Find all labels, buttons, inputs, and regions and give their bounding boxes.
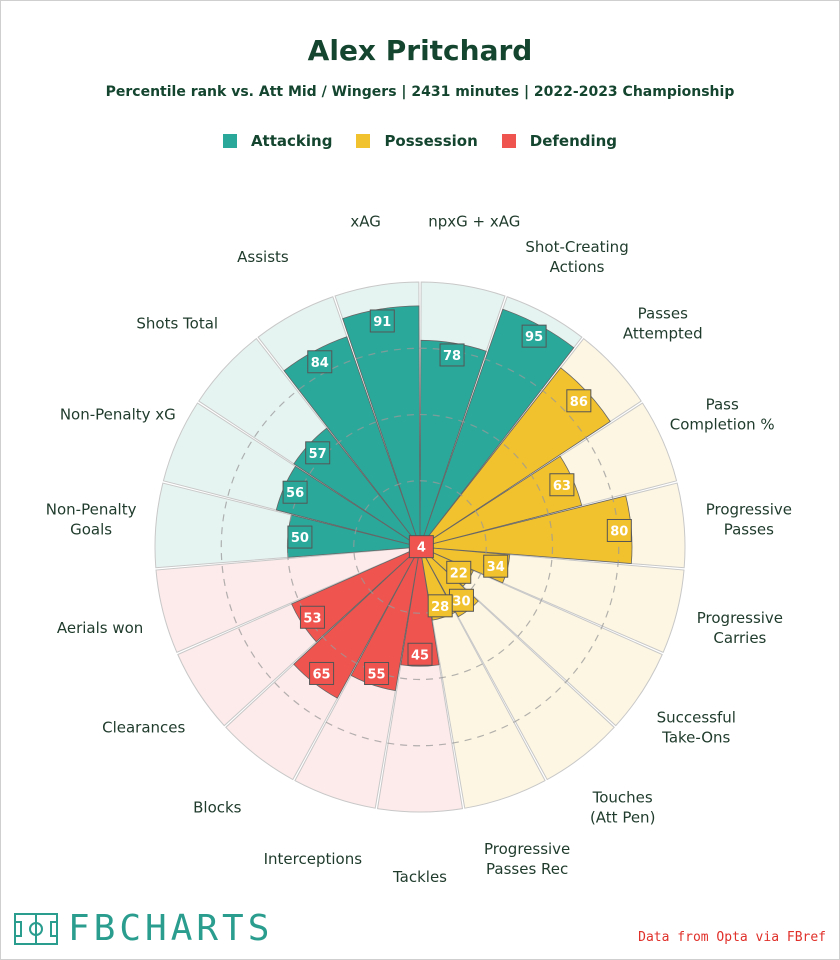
value-label-shot-creating-actions: 95: [525, 330, 543, 345]
category-label-clearances: Clearances: [102, 718, 185, 736]
chart-subtitle: Percentile rank vs. Att Mid / Wingers | …: [105, 84, 735, 100]
value-label-interceptions: 55: [368, 668, 386, 683]
category-label-progressive-carries: Progressive Carries: [697, 609, 783, 647]
value-label-pass-completion: 63: [553, 479, 571, 494]
value-wedge-tackles: [400, 546, 440, 667]
logo-text: FBCHARTS: [68, 908, 274, 949]
value-label-progressive-carries: 34: [487, 560, 505, 575]
legend-swatch-possession: [356, 134, 371, 148]
data-source: Data from Opta via FBref: [638, 930, 826, 945]
value-label-xag: 91: [373, 315, 391, 330]
value-label-progressive-passes-rec: 28: [431, 600, 449, 615]
background-wedge-successful-take-ons: [419, 546, 663, 727]
category-label-progressive-passes: Progressive Passes: [706, 501, 792, 539]
value-label-shots-total: 57: [309, 447, 327, 462]
category-label-tackles: Tackles: [392, 868, 447, 886]
value-label-non-penalty-goals: 50: [291, 531, 309, 546]
category-label-xag: xAG: [350, 213, 381, 231]
legend-label-attacking: Attacking: [250, 132, 333, 150]
legend: Attacking Possession Defending: [0, 132, 840, 150]
category-label-successful-take-ons: Successful Take-Ons: [657, 708, 736, 746]
grid-ring-25: [353, 480, 487, 614]
value-box-tackles: [407, 642, 433, 666]
value-label-touches-att-pen: 30: [452, 594, 470, 609]
pitch-icon: [14, 912, 58, 945]
value-label-aerials-won: 4: [417, 541, 426, 556]
category-label-blocks: Blocks: [193, 798, 242, 816]
legend-label-possession: Possession: [384, 132, 478, 150]
value-label-blocks: 65: [313, 667, 331, 682]
value-box-interceptions: [364, 662, 390, 686]
value-label-assists: 84: [311, 356, 329, 371]
legend-item-possession: Possession: [356, 132, 478, 150]
value-box-assists: [307, 350, 333, 374]
fbcharts-logo: FBCHARTS: [14, 908, 273, 949]
category-label-interceptions: Interceptions: [264, 850, 363, 868]
value-box-clearances: [299, 605, 325, 629]
value-label-progressive-passes: 80: [610, 524, 628, 539]
value-box-non-penalty-goals: [287, 525, 313, 549]
value-box-xag: [369, 309, 395, 333]
value-box-shot-creating-actions: [521, 324, 547, 348]
value-box-passes-attempted: [566, 389, 592, 413]
legend-swatch-attacking: [222, 134, 237, 148]
value-box-blocks: [309, 661, 335, 685]
value-box-pass-completion: [549, 473, 575, 497]
legend-item-attacking: Attacking: [222, 132, 333, 150]
value-box-progressive-passes: [606, 518, 632, 542]
value-label-tackles: 45: [411, 648, 429, 663]
value-box-shots-total: [305, 441, 331, 465]
value-label-clearances: 53: [303, 611, 321, 626]
grid-ring-75: [220, 347, 620, 747]
category-label-shot-creating-actions: Shot-Creating Actions: [525, 238, 628, 276]
value-wedge-xag: [342, 305, 421, 548]
value-label-successful-take-ons: 22: [450, 566, 468, 581]
category-label-non-penalty-xg: Non-Penalty xG: [60, 405, 176, 423]
category-label-pass-completion: Pass Completion %: [670, 395, 775, 433]
category-label-passes-attempted: Passes Attempted: [623, 304, 703, 342]
category-label-touches-att-pen: Touches (Att Pen): [590, 788, 655, 826]
value-box-successful-take-ons: [446, 560, 472, 584]
category-label-npxg-xag: npxG + xAG: [428, 213, 520, 231]
category-label-non-penalty-goals: Non-Penalty Goals: [46, 501, 137, 539]
category-label-aerials-won: Aerials won: [57, 619, 143, 637]
value-box-npxg-xag: [439, 343, 465, 367]
category-label-shots-total: Shots Total: [136, 314, 218, 332]
category-label-assists: Assists: [237, 248, 289, 266]
background-wedge-aerials-won: [155, 546, 421, 654]
value-label-npxg-xag: 78: [443, 349, 461, 364]
value-box-aerials-won: [408, 535, 434, 559]
value-label-non-penalty-xg: 56: [286, 486, 304, 501]
legend-item-defending: Defending: [501, 132, 618, 150]
value-box-progressive-passes-rec: [427, 594, 453, 618]
chart-title: Alex Pritchard: [307, 34, 533, 67]
value-label-passes-attempted: 86: [570, 395, 588, 410]
value-wedge-npxg-xag: [419, 339, 487, 548]
legend-label-defending: Defending: [529, 132, 618, 150]
value-box-progressive-carries: [483, 554, 509, 578]
value-box-non-penalty-xg: [282, 480, 308, 504]
legend-swatch-defending: [501, 134, 516, 148]
category-label-progressive-passes-rec: Progressive Passes Rec: [484, 840, 570, 878]
